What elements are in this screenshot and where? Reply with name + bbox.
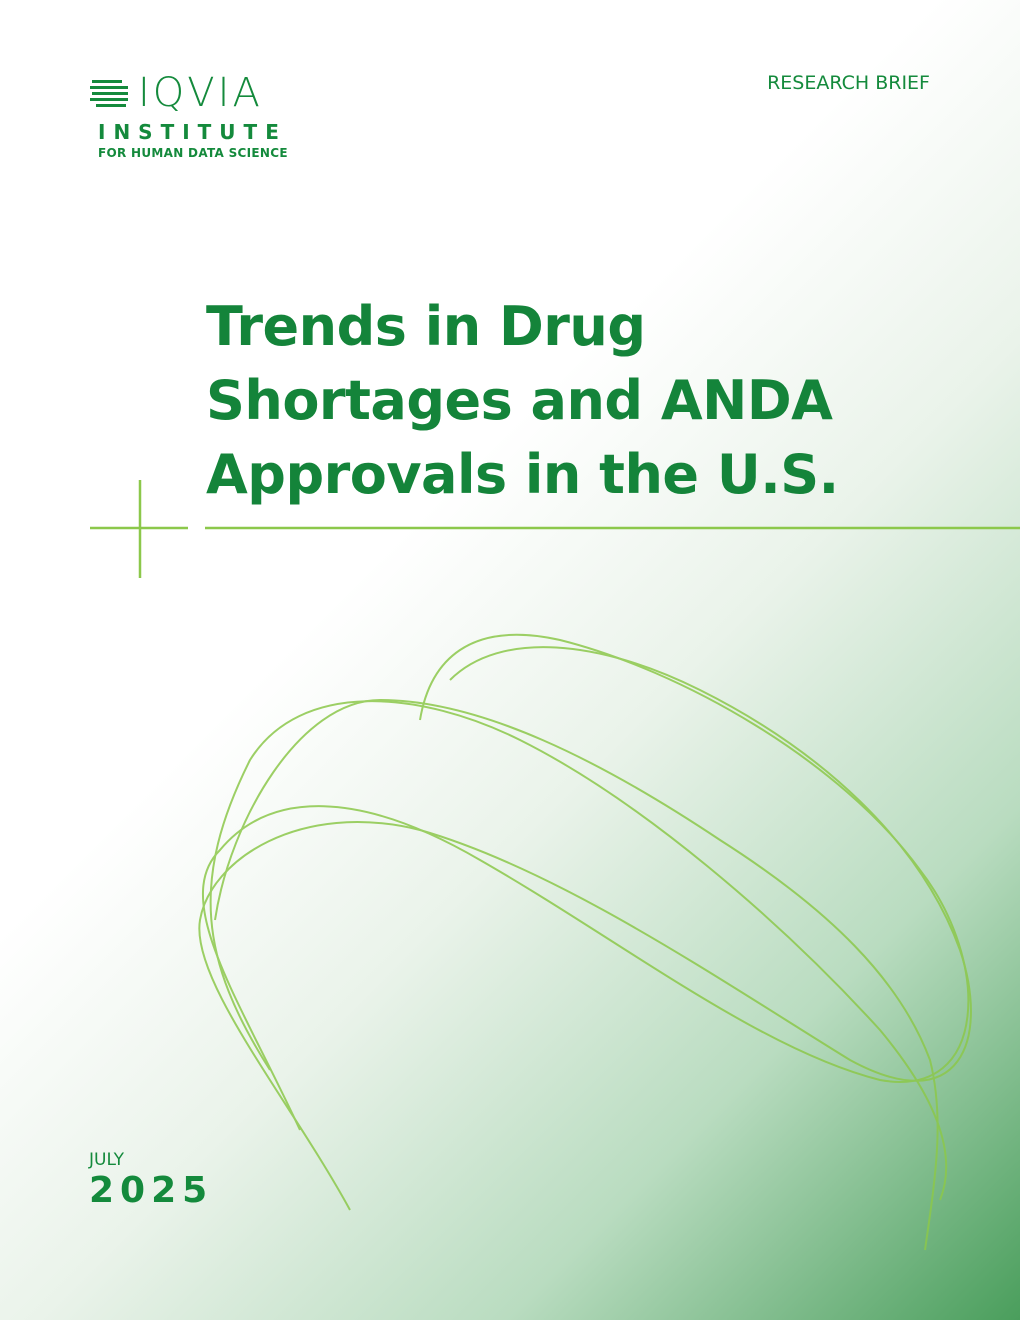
title: Trends in Drug Shortages and ANDA Approv… [206,295,839,506]
logo-mark [90,80,128,107]
logo-line: FOR HUMAN DATA SCIENCE [98,146,288,160]
date-month: JULY [89,1150,125,1170]
logo-name: IQVIA [138,70,263,116]
crosshair [90,480,1020,578]
doc-label: RESEARCH BRIEF [767,72,930,94]
swirl [198,633,972,1251]
date-year: 2025 [89,1170,214,1211]
logo-line: INSTITUTE [98,120,287,144]
